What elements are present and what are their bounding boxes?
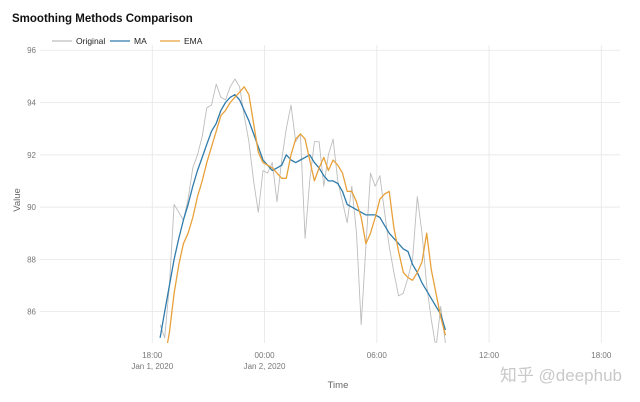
gridlines (40, 45, 620, 343)
x-tick-label: 00:00 (255, 351, 276, 360)
legend: Original MA EMA (52, 36, 203, 46)
x-tick-label: 06:00 (367, 351, 388, 360)
y-axis-label: Value (12, 188, 23, 212)
y-tick-label: 86 (27, 308, 36, 317)
x-tick-sublabel: Jan 2, 2020 (244, 362, 286, 371)
series-line-original (159, 78, 446, 343)
y-tick-label: 92 (27, 151, 36, 160)
legend-item-ma: MA (110, 36, 147, 46)
y-axis-ticks: 86 88 90 92 94 96 (27, 46, 36, 316)
y-tick-label: 94 (27, 99, 36, 108)
series-line-ema (166, 86, 447, 343)
x-axis-ticks: 18:00 Jan 1, 2020 00:00 Jan 2, 2020 06:00 12:… (131, 351, 611, 371)
y-tick-label: 96 (27, 46, 36, 55)
x-tick-label: 18:00 (591, 351, 612, 360)
legend-item-ema: EMA (160, 36, 203, 46)
x-axis-label: Time (328, 380, 349, 391)
x-tick-label: 12:00 (479, 351, 500, 360)
y-tick-label: 90 (27, 203, 36, 212)
legend-label: MA (134, 36, 147, 46)
x-tick-label: 18:00 (142, 351, 163, 360)
legend-label: EMA (184, 36, 203, 46)
series-line-ma (159, 94, 447, 338)
plot-lines (159, 78, 447, 343)
chart-title: Smoothing Methods Comparison (12, 13, 193, 25)
legend-item-original: Original (52, 36, 105, 46)
legend-label: Original (76, 36, 105, 46)
x-tick-sublabel: Jan 1, 2020 (131, 362, 173, 371)
y-tick-label: 88 (27, 255, 36, 264)
watermark: 知乎 @deephub (500, 366, 622, 385)
